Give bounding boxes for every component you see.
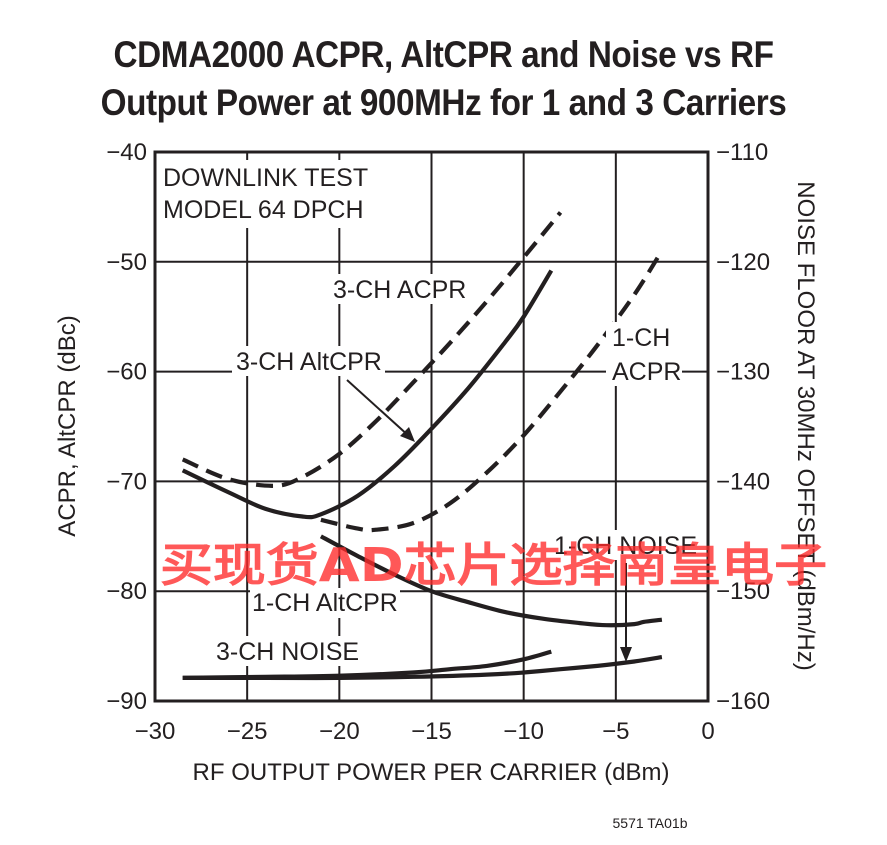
x-tick-label: −25 bbox=[227, 718, 268, 745]
y-tick-label: −50 bbox=[106, 249, 147, 276]
pointer-3ch-altcpr bbox=[346, 379, 411, 438]
x-tick-label: −10 bbox=[503, 718, 544, 745]
label-backdrop bbox=[212, 636, 360, 666]
y2-tick-label: −120 bbox=[716, 249, 770, 276]
label-backdrop bbox=[232, 346, 385, 376]
series-ch3-acpr bbox=[181, 211, 563, 488]
y2-tick-label: −150 bbox=[716, 578, 770, 605]
x-tick-label: 0 bbox=[701, 718, 714, 745]
y2-axis-label: NOISE FLOOR AT 30MHz OFFSET (dBm/Hz) bbox=[792, 181, 819, 670]
x-tick-label: −5 bbox=[602, 718, 629, 745]
annotation-test-model-line2: MODEL 64 DPCH bbox=[163, 196, 364, 224]
label-backdrop bbox=[550, 530, 694, 560]
annotation-3ch-acpr: 3-CH ACPR bbox=[333, 276, 466, 304]
label-backdrop bbox=[250, 588, 400, 618]
y2-tick-label: −130 bbox=[716, 359, 770, 386]
annotation-1ch-noise: 1-CH NOISE bbox=[554, 532, 697, 560]
label-backdrop bbox=[606, 322, 682, 386]
y-tick-label: −90 bbox=[106, 688, 147, 715]
series-ch3-altcpr bbox=[181, 269, 554, 520]
chart-title-line1: CDMA2000 ACPR, AltCPR and Noise vs RF bbox=[113, 34, 774, 75]
annotation-3ch-noise: 3-CH NOISE bbox=[216, 638, 359, 666]
plot-frame bbox=[153, 150, 710, 703]
chart-title-line2: Output Power at 900MHz for 1 and 3 Carri… bbox=[100, 82, 787, 123]
watermark-text: 买现货AD芯片选择南皇电子 bbox=[160, 538, 827, 592]
x-axis-label: RF OUTPUT POWER PER CARRIER (dBm) bbox=[193, 759, 670, 786]
y-tick-label: −40 bbox=[106, 139, 147, 166]
y-axis-label: ACPR, AltCPR (dBc) bbox=[54, 315, 81, 536]
y-tick-label: −80 bbox=[106, 578, 147, 605]
x-tick-label: −15 bbox=[411, 718, 452, 745]
annotation-1ch-acpr-line1: 1-CH bbox=[612, 324, 670, 352]
y-tick-label: −60 bbox=[106, 359, 147, 386]
annotation-layer: DOWNLINK TEST MODEL 64 DPCH 3-CH ACPR 3-… bbox=[160, 160, 697, 666]
y2-tick-label: −160 bbox=[716, 688, 770, 715]
x-tick-label: −30 bbox=[135, 718, 176, 745]
series-ch1-altcpr bbox=[319, 534, 663, 628]
annotation-3ch-altcpr: 3-CH AltCPR bbox=[236, 348, 382, 376]
annotation-1ch-acpr-line2: ACPR bbox=[612, 358, 681, 386]
series-ch1-noise bbox=[182, 655, 663, 681]
x-tick-label: −20 bbox=[319, 718, 360, 745]
y2-tick-label: −110 bbox=[716, 139, 768, 166]
figure-code: 5571 TA01b bbox=[613, 815, 688, 831]
tick-layer: −30 −25 −20 −15 −10 −5 0−40−50−60−70−80−90−110… bbox=[106, 139, 770, 745]
y2-tick-label: −140 bbox=[716, 468, 770, 495]
annotation-1ch-altcpr: 1-CH AltCPR bbox=[252, 589, 398, 617]
test-model-backdrop bbox=[160, 160, 368, 228]
y-tick-label: −70 bbox=[106, 468, 147, 495]
label-backdrop bbox=[328, 274, 468, 304]
arrowhead-1ch-noise bbox=[620, 647, 632, 662]
annotation-test-model-line1: DOWNLINK TEST bbox=[163, 164, 368, 192]
arrowhead-3ch-altcpr bbox=[400, 427, 415, 442]
